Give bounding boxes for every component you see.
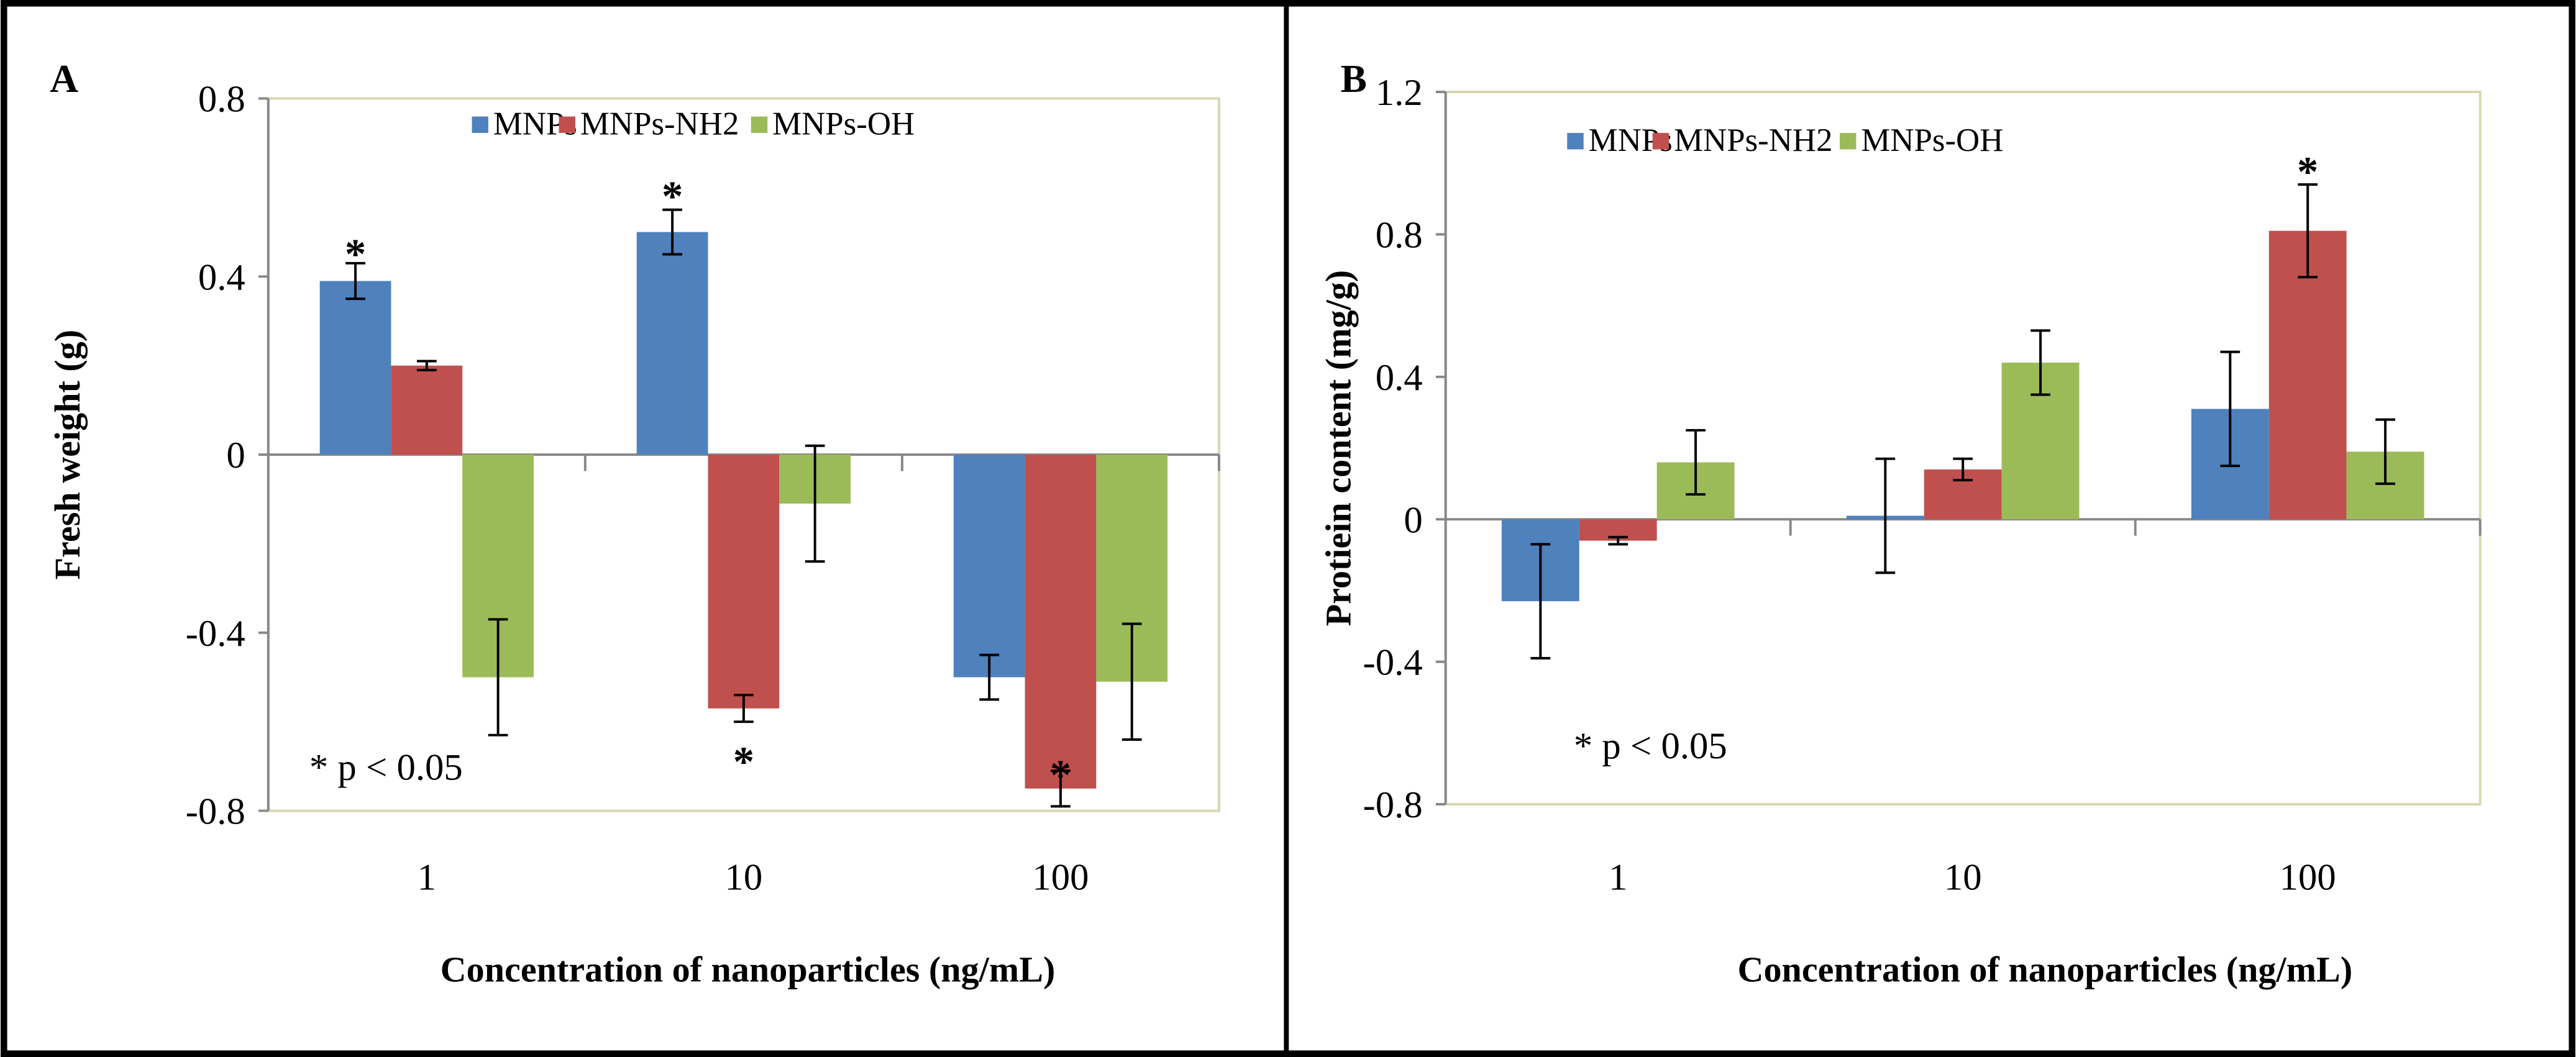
legend-label: MNPs-NH2 [1674,122,1832,158]
bar-mnps-nh2-1 [391,365,463,455]
bar-mnps-100 [953,455,1025,678]
x-tick-label: 1 [1609,856,1627,898]
significance-marker: * [733,738,754,785]
x-tick-label: 100 [2280,856,2336,898]
x-tick-label: 1 [418,856,436,898]
y-tick-label: 0 [1404,499,1422,541]
y-axis-title: Protiein content (mg/g) [1318,270,1358,627]
y-tick-label: 0.8 [1376,215,1423,256]
bar-mnps-1 [319,281,391,455]
y-tick-label: -0.4 [1363,642,1423,684]
x-tick-label: 100 [1032,856,1089,898]
y-tick-label: -0.4 [186,613,245,655]
x-axis-title: Concentration of nanoparticles (ng/mL) [441,949,1056,989]
significance-marker: * [1050,751,1071,799]
y-tick-label: 1.2 [1376,72,1423,114]
y-tick-label: 0.4 [1376,357,1423,399]
legend-swatch [559,116,575,134]
x-axis-title: Concentration of nanoparticles (ng/mL) [1738,949,2353,989]
legend-swatch [1840,133,1857,150]
y-tick-label: -0.8 [186,791,245,833]
significance-note: * p < 0.05 [1574,725,1727,767]
bar-mnps-nh2-10 [708,455,780,709]
legend-swatch [1652,133,1669,150]
significance-marker: * [662,173,683,220]
y-tick-label: -0.8 [1363,784,1423,826]
x-tick-label: 10 [1944,856,1982,898]
y-axis-title: Fresh weight (g) [47,330,88,580]
legend-swatch [751,116,768,134]
significance-marker: * [345,230,366,278]
significance-marker: * [2297,148,2318,196]
x-tick-label: 10 [725,856,763,898]
y-tick-label: 0 [226,435,245,476]
panel-label: A [50,57,78,101]
legend-label: MNPs-NH2 [580,106,739,142]
legend-swatch [472,116,488,134]
bar-mnps-nh2-100 [2268,230,2347,520]
panel-label: B [1341,57,1367,101]
legend-swatch [1567,133,1584,150]
bar-mnps-nh2-100 [1025,455,1097,789]
legend-label: MNPs-OH [1861,122,2003,158]
significance-note: * p < 0.05 [309,746,463,788]
y-tick-label: 0.4 [198,256,245,298]
y-tick-label: 0.8 [198,79,245,120]
legend-label: MNPs-OH [772,106,915,142]
bar-mnps-10 [636,232,708,455]
